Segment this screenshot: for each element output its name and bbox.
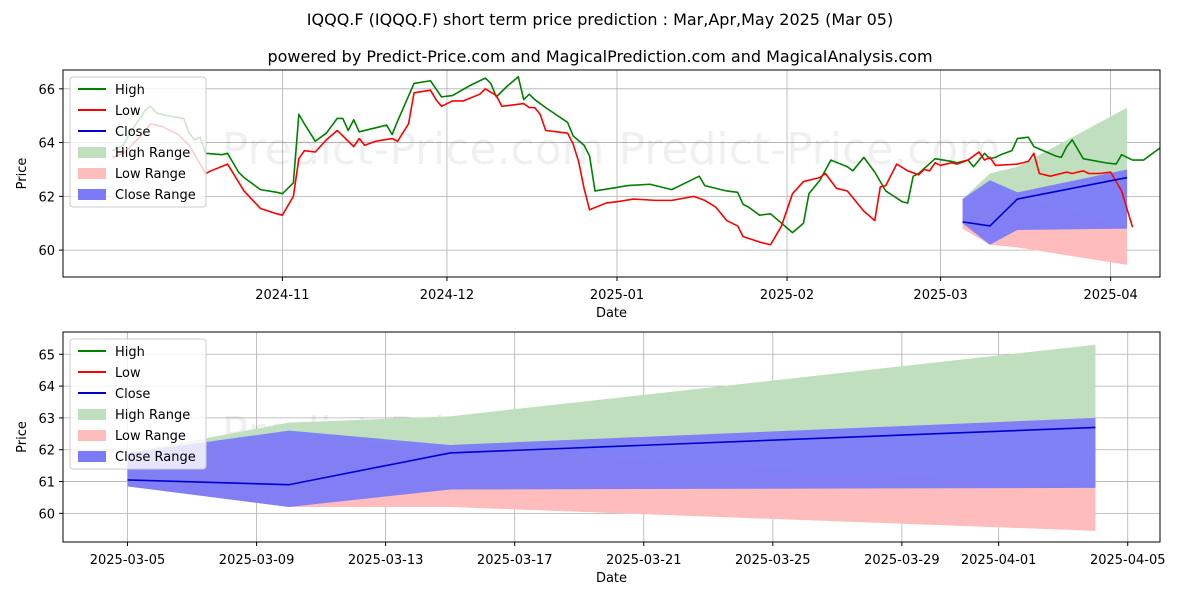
x-tick-label: 2025-03-21 — [606, 553, 682, 568]
legend-label-low-range: Low Range — [115, 429, 186, 444]
x-tick-label: 2025-04-05 — [1090, 553, 1166, 568]
x-tick-label: 2025-03-09 — [219, 553, 295, 568]
plot-frame — [62, 69, 1161, 278]
y-tick-label: 65 — [38, 348, 55, 363]
y-axis-label: Price — [15, 421, 30, 453]
x-axis-label: Date — [596, 571, 627, 586]
plot-area — [127, 344, 1096, 531]
plot-frame — [62, 331, 1161, 543]
legend-label-low: Low — [115, 366, 141, 381]
legend-label-close-range: Close Range — [115, 188, 196, 203]
y-tick-label: 60 — [38, 244, 55, 259]
x-tick-label: 2025-03-25 — [735, 553, 811, 568]
x-tick-label: 2025-04-01 — [961, 553, 1037, 568]
legend-swatch-low-range — [78, 430, 106, 441]
x-tick-label: 2025-04 — [1083, 288, 1137, 303]
y-tick-label: 63 — [38, 412, 55, 427]
legend-swatch-high-range — [78, 147, 106, 158]
legend-swatch-low-range — [78, 168, 106, 179]
x-tick-label: 2025-03 — [913, 288, 967, 303]
legend-swatch-high-range — [78, 409, 106, 420]
x-tick-label: 2025-03-13 — [348, 553, 424, 568]
chart-legend: High Low Close High Range Low Range Close Ran… — [69, 76, 207, 208]
y-tick-label: 62 — [38, 444, 55, 459]
close-line — [127, 426, 1096, 486]
legend-swatch-close-range — [78, 189, 106, 200]
x-axis-label: Date — [596, 306, 627, 321]
y-tick-label: 64 — [38, 380, 55, 395]
legend-label-low: Low — [115, 104, 141, 119]
legend-label-low-range: Low Range — [115, 167, 186, 182]
close-range-band — [127, 417, 1096, 507]
x-tick-label: 2025-02 — [760, 288, 814, 303]
top-price-panel: Predict-Price.com Predict-Price.com2024-… — [15, 69, 1161, 321]
low-line — [112, 88, 1134, 246]
legend-label-close: Close — [115, 387, 150, 402]
chart-title: IQQQ.F (IQQQ.F) short term price predict… — [307, 10, 893, 29]
y-tick-label: 61 — [38, 476, 55, 491]
x-tick-label: 2025-03-17 — [477, 553, 553, 568]
legend-label-close-range: Close Range — [115, 450, 196, 465]
legend-label-high: High — [115, 83, 145, 98]
x-tick-label: 2024-12 — [420, 288, 474, 303]
x-tick-label: 2025-03-05 — [90, 553, 166, 568]
y-tick-label: 66 — [38, 83, 55, 98]
legend-label-high-range: High Range — [115, 146, 190, 161]
y-tick-label: 60 — [38, 507, 55, 522]
legend-label-close: Close — [115, 125, 150, 140]
y-axis-label: Price — [15, 158, 30, 190]
y-tick-label: 64 — [38, 137, 55, 152]
legend-swatch-close-range — [78, 451, 106, 462]
high-line — [112, 75, 1160, 234]
bottom-forecast-panel: Predict-Price.com Predict-Price.com2025-… — [15, 331, 1166, 586]
close-range-band — [962, 169, 1128, 245]
legend-label-high: High — [115, 345, 145, 360]
x-tick-label: 2024-11 — [255, 288, 309, 303]
x-tick-label: 2025-01 — [590, 288, 644, 303]
close-line — [962, 176, 1128, 227]
chart-legend: High Low Close High Range Low Range Close Ran… — [69, 338, 207, 470]
y-tick-label: 62 — [38, 190, 55, 205]
chart-subtitle: powered by Predict-Price.com and Magical… — [267, 47, 932, 66]
plot-area — [112, 75, 1160, 265]
x-tick-label: 2025-03-29 — [864, 553, 940, 568]
legend-label-high-range: High Range — [115, 408, 190, 423]
